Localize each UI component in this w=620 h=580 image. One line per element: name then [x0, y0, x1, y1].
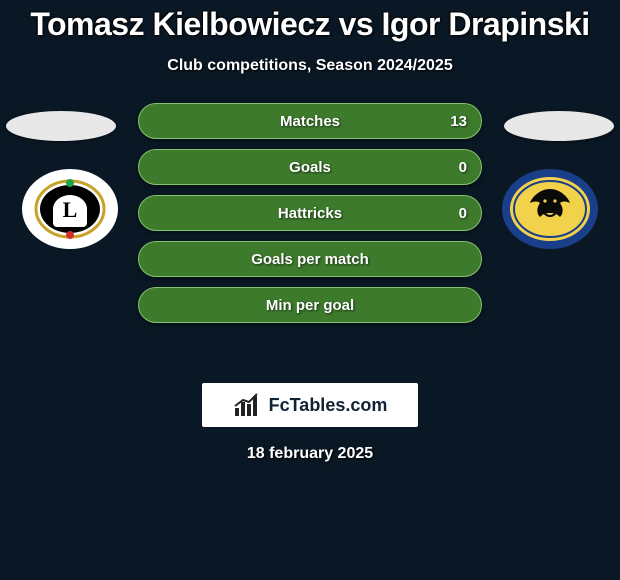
- stat-label: Goals per match: [251, 251, 369, 268]
- stat-label: Matches: [280, 113, 340, 130]
- bar-chart-icon: [233, 392, 263, 418]
- stat-value-right: 0: [459, 159, 467, 176]
- legia-badge-icon: L: [20, 167, 120, 251]
- club-badge-right: [500, 167, 600, 251]
- stat-bar-matches: Matches 13: [138, 103, 482, 139]
- stat-bar-min-per-goal: Min per goal: [138, 287, 482, 323]
- infographic-date: 18 february 2025: [0, 445, 620, 463]
- brand-text: FcTables.com: [269, 395, 388, 416]
- player-left-photo: [6, 111, 116, 141]
- stat-bar-goals-per-match: Goals per match: [138, 241, 482, 277]
- stat-label: Goals: [289, 159, 331, 176]
- comparison-stage: L Matches 13 Goals 0 Hattricks 0: [0, 103, 620, 363]
- svg-text:L: L: [63, 197, 78, 222]
- stat-label: Hattricks: [278, 205, 342, 222]
- stat-bars: Matches 13 Goals 0 Hattricks 0 Goals per…: [138, 103, 482, 323]
- stat-value-right: 0: [459, 205, 467, 222]
- piast-badge-icon: [500, 167, 600, 251]
- stat-value-right: 13: [450, 113, 467, 130]
- stat-label: Min per goal: [266, 297, 354, 314]
- stat-bar-hattricks: Hattricks 0: [138, 195, 482, 231]
- stat-bar-goals: Goals 0: [138, 149, 482, 185]
- page-title: Tomasz Kielbowiecz vs Igor Drapinski: [0, 0, 620, 43]
- player-right-photo: [504, 111, 614, 141]
- page-subtitle: Club competitions, Season 2024/2025: [0, 57, 620, 75]
- fctables-logo: FcTables.com: [202, 383, 418, 427]
- club-badge-left: L: [20, 167, 120, 251]
